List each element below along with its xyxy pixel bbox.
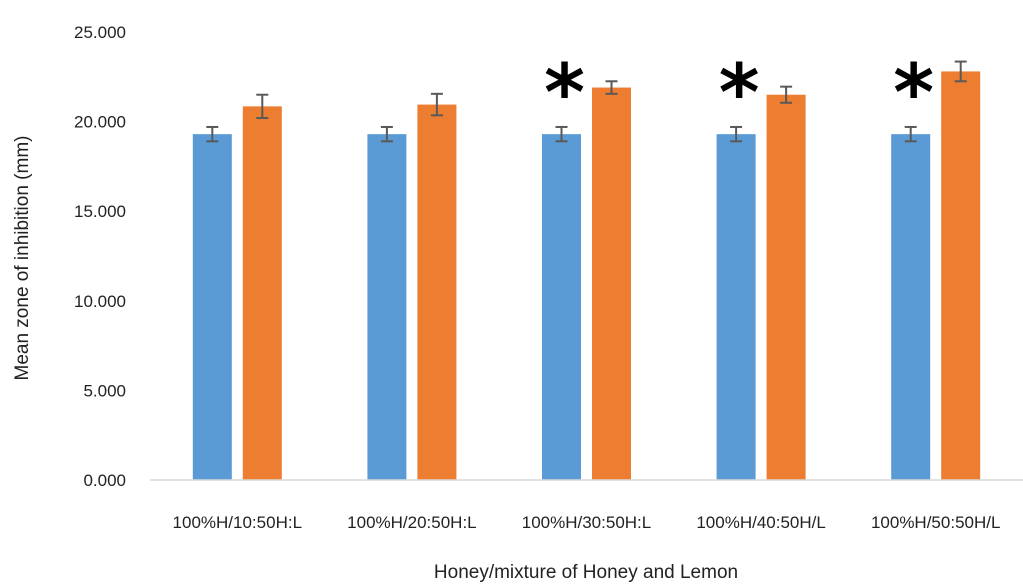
error-bar-series-1-5 (904, 125, 917, 143)
bar-series-1-3 (542, 134, 581, 481)
x-axis-ticks: 100%H/10:50H:L 100%H/20:50H:L 100%H/30:50H… (173, 513, 1001, 532)
error-bar-series-1-2 (380, 125, 393, 143)
significance-markers: * * * (544, 49, 934, 139)
x-tick-label: 100%H/30:50H:L (522, 513, 651, 532)
x-tick-label: 100%H/10:50H:L (173, 513, 302, 532)
error-bar-series-1-1 (206, 125, 219, 143)
bar-series-1-1 (192, 134, 232, 481)
x-tick-label: 100%H/40:50H/L (696, 513, 825, 532)
bar-series-2-2 (417, 104, 457, 481)
y-tick-label: 10.000 (74, 292, 126, 311)
bar-series-2-4 (766, 94, 806, 480)
error-bars (206, 60, 967, 143)
y-tick-label: 20.000 (74, 113, 126, 132)
x-tick-label: 100%H/50:50H/L (871, 513, 1000, 532)
significance-asterisk: * (719, 49, 760, 139)
error-bar-series-1-4 (730, 125, 743, 143)
error-bar-series-2-1 (256, 93, 269, 120)
significance-asterisk: * (544, 49, 585, 139)
significance-asterisk: * (893, 49, 934, 139)
bar-series-2-3 (592, 87, 631, 480)
bar-series-2-5 (941, 71, 981, 480)
bar-series-1-5 (891, 134, 931, 481)
error-bar-series-2-5 (954, 60, 967, 83)
x-axis-title: Honey/mixture of Honey and Lemon (434, 562, 738, 583)
bar-series-1-2 (367, 134, 407, 481)
y-tick-label: 25.000 (74, 23, 126, 42)
y-tick-label: 15.000 (74, 202, 126, 221)
x-tick-label: 100%H/20:50H:L (347, 513, 476, 532)
error-bar-series-2-4 (780, 85, 793, 104)
bars (192, 71, 981, 481)
y-tick-label: 5.000 (83, 381, 126, 400)
error-bar-series-2-2 (430, 92, 443, 117)
y-axis-title: Mean zone of inhibition (mm) (12, 136, 33, 381)
bar-series-1-4 (716, 134, 756, 481)
y-tick-label: 0.000 (83, 471, 126, 490)
y-axis-ticks: 0.000 5.000 10.000 15.000 20.000 25.000 (74, 23, 126, 490)
error-bar-series-1-3 (555, 125, 568, 143)
error-bar-series-2-3 (605, 80, 618, 95)
bar-series-2-1 (242, 106, 282, 481)
